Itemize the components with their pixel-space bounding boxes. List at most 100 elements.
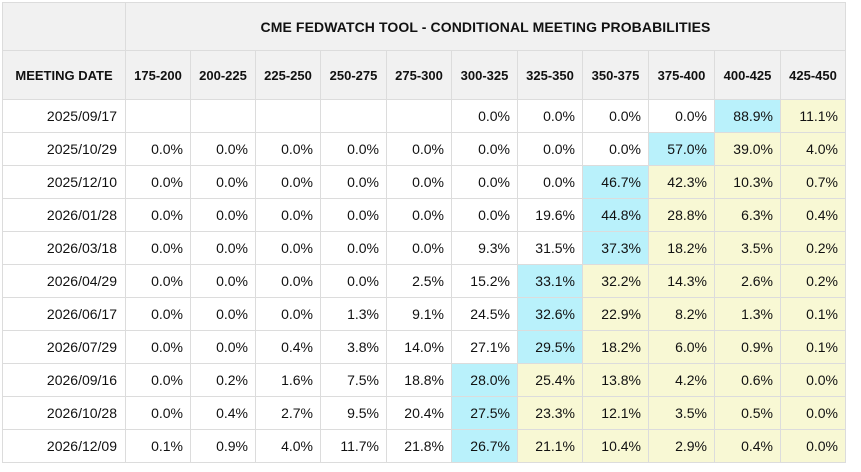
probability-cell: 0.0% <box>582 99 649 133</box>
probability-cell: 0.0% <box>320 165 387 199</box>
probability-cell <box>190 99 256 133</box>
probability-cell: 10.3% <box>714 165 781 199</box>
probability-cell: 0.0% <box>451 99 518 133</box>
table-row: 2026/07/29 0.0% 0.0% 0.4% 3.8% 14.0% 27.1% 29.5… <box>2 330 846 364</box>
probability-cell: 13.8% <box>582 363 649 397</box>
meeting-date-cell: 2026/09/16 <box>2 363 126 397</box>
probability-cell: 18.2% <box>582 330 649 364</box>
probability-cell: 0.1% <box>780 330 846 364</box>
probability-cell: 0.0% <box>125 132 191 166</box>
probability-cell: 25.4% <box>517 363 583 397</box>
probability-cell: 0.1% <box>125 429 191 463</box>
probability-cell: 18.2% <box>648 231 715 265</box>
probability-cell: 19.6% <box>517 198 583 232</box>
probability-cell: 14.0% <box>386 330 452 364</box>
probability-cell: 0.0% <box>517 99 583 133</box>
probability-cell: 14.3% <box>648 264 715 298</box>
probability-cell: 0.7% <box>780 165 846 199</box>
probability-cell: 0.0% <box>451 132 518 166</box>
probability-cell: 0.0% <box>517 165 583 199</box>
probability-cell: 27.5% <box>451 396 518 430</box>
probability-table: CME FEDWATCH TOOL - CONDITIONAL MEETING … <box>2 2 846 463</box>
probability-cell: 2.6% <box>714 264 781 298</box>
column-header: 250-275 <box>320 50 387 100</box>
probability-cell: 0.0% <box>320 198 387 232</box>
probability-cell: 0.0% <box>125 396 191 430</box>
probability-cell: 0.0% <box>255 132 321 166</box>
probability-cell: 32.6% <box>517 297 583 331</box>
probability-cell: 8.2% <box>648 297 715 331</box>
probability-cell: 0.0% <box>255 297 321 331</box>
probability-cell: 0.0% <box>255 231 321 265</box>
probability-cell: 0.0% <box>386 231 452 265</box>
column-header: 400-425 <box>714 50 781 100</box>
probability-cell: 6.3% <box>714 198 781 232</box>
probability-cell: 42.3% <box>648 165 715 199</box>
probability-cell: 9.5% <box>320 396 387 430</box>
probability-cell: 0.0% <box>125 264 191 298</box>
probability-cell <box>255 99 321 133</box>
probability-cell: 0.0% <box>255 264 321 298</box>
meeting-date-cell: 2026/10/28 <box>2 396 126 430</box>
column-header: 275-300 <box>386 50 452 100</box>
header-corner <box>2 2 126 51</box>
meeting-date-cell: 2026/03/18 <box>2 231 126 265</box>
probability-cell: 21.8% <box>386 429 452 463</box>
probability-cell: 29.5% <box>517 330 583 364</box>
probability-cell: 0.0% <box>451 165 518 199</box>
probability-cell: 23.3% <box>517 396 583 430</box>
probability-cell: 0.2% <box>190 363 256 397</box>
probability-cell: 0.0% <box>582 132 649 166</box>
probability-cell: 0.0% <box>255 165 321 199</box>
table-row: 2026/04/29 0.0% 0.0% 0.0% 0.0% 2.5% 15.2% 33.1%… <box>2 264 846 298</box>
probability-cell: 1.3% <box>320 297 387 331</box>
probability-cell: 27.1% <box>451 330 518 364</box>
column-header: 425-450 <box>780 50 846 100</box>
meeting-date-cell: 2025/09/17 <box>2 99 126 133</box>
probability-cell: 21.1% <box>517 429 583 463</box>
column-header: 325-350 <box>517 50 583 100</box>
probability-cell: 4.0% <box>255 429 321 463</box>
meeting-date-cell: 2025/10/29 <box>2 132 126 166</box>
probability-cell: 0.0% <box>125 198 191 232</box>
probability-cell: 0.6% <box>714 363 781 397</box>
meeting-date-cell: 2026/04/29 <box>2 264 126 298</box>
column-header: 300-325 <box>451 50 518 100</box>
probability-cell: 0.9% <box>190 429 256 463</box>
table-body: 2025/09/17 0.0% 0.0% 0.0% 0.0% 88.9% 11.1% 2025… <box>2 99 846 463</box>
probability-cell: 44.8% <box>582 198 649 232</box>
probability-cell: 2.5% <box>386 264 452 298</box>
probability-cell: 0.2% <box>780 231 846 265</box>
table-row: 2026/01/28 0.0% 0.0% 0.0% 0.0% 0.0% 0.0% 19.6% 4… <box>2 198 846 232</box>
probability-cell: 0.0% <box>190 264 256 298</box>
probability-cell: 15.2% <box>451 264 518 298</box>
probability-cell: 9.1% <box>386 297 452 331</box>
probability-cell: 26.7% <box>451 429 518 463</box>
probability-cell: 31.5% <box>517 231 583 265</box>
probability-cell: 0.4% <box>714 429 781 463</box>
probability-cell: 28.8% <box>648 198 715 232</box>
probability-cell <box>386 99 452 133</box>
probability-cell: 0.4% <box>190 396 256 430</box>
table-title: CME FEDWATCH TOOL - CONDITIONAL MEETING … <box>125 2 846 51</box>
probability-cell: 37.3% <box>582 231 649 265</box>
column-header: 225-250 <box>255 50 321 100</box>
probability-cell: 2.9% <box>648 429 715 463</box>
probability-cell: 0.5% <box>714 396 781 430</box>
probability-cell: 1.3% <box>714 297 781 331</box>
probability-cell: 57.0% <box>648 132 715 166</box>
probability-cell: 11.1% <box>780 99 846 133</box>
probability-cell: 9.3% <box>451 231 518 265</box>
probability-cell: 0.4% <box>255 330 321 364</box>
probability-cell: 3.8% <box>320 330 387 364</box>
meeting-date-cell: 2026/07/29 <box>2 330 126 364</box>
probability-cell: 20.4% <box>386 396 452 430</box>
table-row: 2026/10/28 0.0% 0.4% 2.7% 9.5% 20.4% 27.5% 23.3… <box>2 396 846 430</box>
probability-cell: 6.0% <box>648 330 715 364</box>
probability-cell: 11.7% <box>320 429 387 463</box>
probability-cell: 0.0% <box>190 231 256 265</box>
probability-cell: 2.7% <box>255 396 321 430</box>
probability-cell: 0.0% <box>125 297 191 331</box>
probability-cell: 0.0% <box>386 198 452 232</box>
probability-cell: 0.0% <box>320 264 387 298</box>
